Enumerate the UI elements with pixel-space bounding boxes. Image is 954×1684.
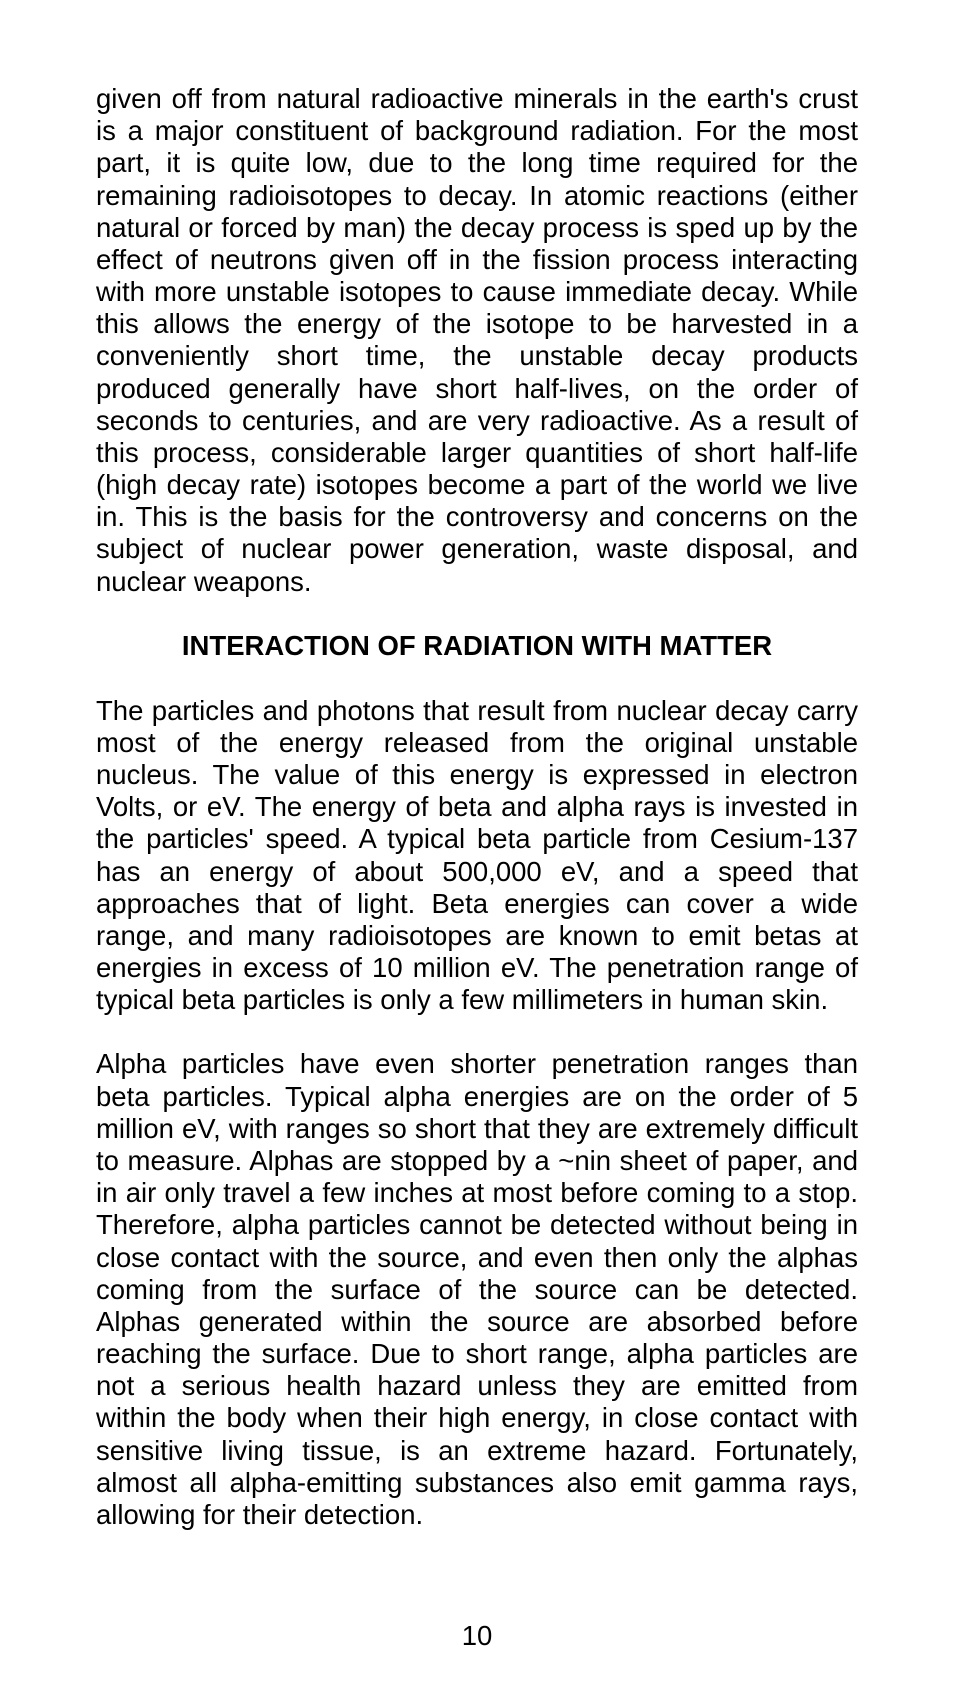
paragraph-1: given off from natural radioactive miner… xyxy=(96,83,858,598)
paragraph-3: Alpha particles have even shorter penetr… xyxy=(96,1048,858,1531)
document-page: given off from natural radioactive miner… xyxy=(0,0,954,1684)
paragraph-2: The particles and photons that result fr… xyxy=(96,695,858,1017)
page-number: 10 xyxy=(0,1620,954,1652)
section-heading: INTERACTION OF RADIATION WITH MATTER xyxy=(96,630,858,662)
